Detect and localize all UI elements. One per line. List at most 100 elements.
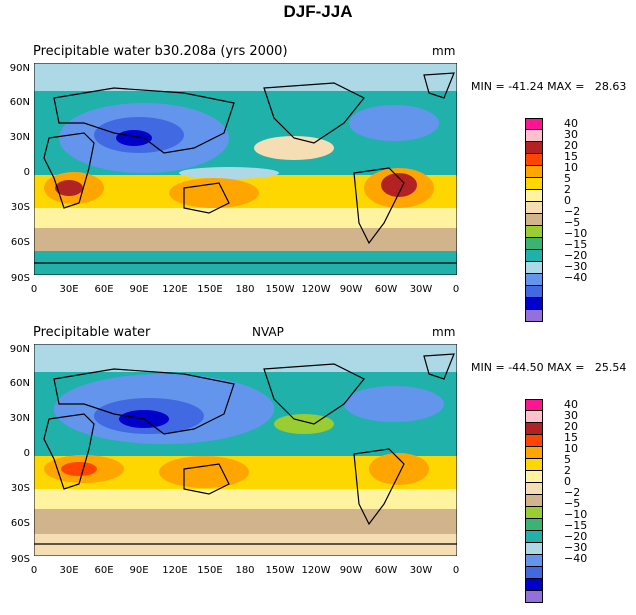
x-tick-label: 90E [129,284,149,295]
legend-label: 20 [564,139,578,152]
legend-label: 40 [564,117,578,130]
legend-label: −15 [564,238,588,251]
legend-swatch [525,118,543,130]
legend-swatch [525,519,543,531]
legend-label: −40 [564,552,588,565]
legend-label: −10 [564,508,588,521]
legend-swatch [525,579,543,591]
y-tick-label: 60N [9,378,30,389]
legend-swatch [525,435,543,447]
legend-swatch [525,483,543,495]
legend-swatch [525,178,543,190]
y-tick-label: 30S [10,202,30,213]
legend-label: 2 [564,183,571,196]
x-tick-label: 30W [409,565,433,576]
x-tick-label: 0 [452,565,460,576]
x-tick-label: 120W [301,284,331,295]
panel-observed: Precipitable water NVAP mm MIN = -44.50 … [0,325,636,615]
legend-swatch [525,591,543,603]
legend-swatch [525,411,543,423]
legend-swatch [525,154,543,166]
legend-label: 40 [564,398,578,411]
legend-swatch [525,142,543,154]
min-value: -41.24 [508,80,544,93]
legend-swatch [525,238,543,250]
legend-swatch [525,262,543,274]
y-tick-label: 30N [9,132,30,143]
y-tick-label: 30S [10,483,30,494]
legend-label: −5 [564,216,581,229]
legend-swatch [525,495,543,507]
legend-swatch [525,399,543,411]
x-tick-label: 180 [235,284,255,295]
legend-label: −2 [564,205,581,218]
legend-swatch [525,310,543,322]
max-value: 25.54 [594,361,627,374]
y-tick-label: 60N [9,97,30,108]
legend-label: −2 [564,486,581,499]
min-label: MIN = [471,361,505,374]
y-tick-label: 0 [23,167,30,178]
legend-label: 0 [564,475,571,488]
x-tick-label: 150W [265,284,295,295]
x-tick-label: 30E [59,565,79,576]
x-tick-label: 120W [301,565,331,576]
legend-swatch [525,531,543,543]
y-tick-label: 90S [10,554,30,565]
legend-label: −30 [564,260,588,273]
y-tick-label: 90N [9,63,30,74]
legend-label: −30 [564,541,588,554]
y-tick-label: 30N [9,413,30,424]
legend-label: 10 [564,442,578,455]
min-max-stats: MIN = -44.50 MAX = 25.54 [471,361,626,374]
legend-swatch [525,214,543,226]
panel-title: Precipitable water [33,325,151,340]
legend-swatch [525,298,543,310]
precipitable-water-map [34,63,457,275]
y-tick-label: 90S [10,273,30,284]
legend-label: 15 [564,431,578,444]
x-tick-label: 60E [94,565,114,576]
y-tick-label: 0 [23,448,30,459]
panel-title: Precipitable water b30.208a (yrs 2000) [33,44,288,59]
legend-label: 30 [564,128,578,141]
min-value: -44.50 [508,361,544,374]
max-label: MAX = [547,361,585,374]
legend-label: 20 [564,420,578,433]
x-tick-label: 90W [339,284,363,295]
legend-label: 30 [564,409,578,422]
legend-label: −10 [564,227,588,240]
panel-model: Precipitable water b30.208a (yrs 2000) m… [0,44,636,334]
x-tick-label: 30E [59,284,79,295]
legend-swatch [525,471,543,483]
legend-label: −15 [564,519,588,532]
panel-units: mm [432,44,456,58]
legend-label: 10 [564,161,578,174]
x-tick-label: 120E [162,565,188,576]
legend-swatch [525,226,543,238]
legend-swatch [525,250,543,262]
legend-swatch [525,567,543,579]
legend-label: −20 [564,530,588,543]
legend-label: 5 [564,453,571,466]
x-tick-label: 150E [197,565,223,576]
figure-title: DJF-JJA [283,2,353,21]
legend-label: −40 [564,271,588,284]
legend-label: −20 [564,249,588,262]
color-legend [525,399,543,603]
max-label: MAX = [547,80,585,93]
legend-swatch [525,447,543,459]
x-tick-label: 90E [129,565,149,576]
legend-swatch [525,130,543,142]
panel-units: mm [432,325,456,339]
x-tick-label: 60W [374,284,398,295]
y-tick-label: 90N [9,344,30,355]
y-tick-label: 60S [10,237,30,248]
x-tick-label: 150W [265,565,295,576]
x-tick-label: 0 [30,284,38,295]
x-tick-label: 60W [374,565,398,576]
legend-swatch [525,555,543,567]
x-tick-label: 0 [30,565,38,576]
legend-label: 2 [564,464,571,477]
legend-swatch [525,166,543,178]
